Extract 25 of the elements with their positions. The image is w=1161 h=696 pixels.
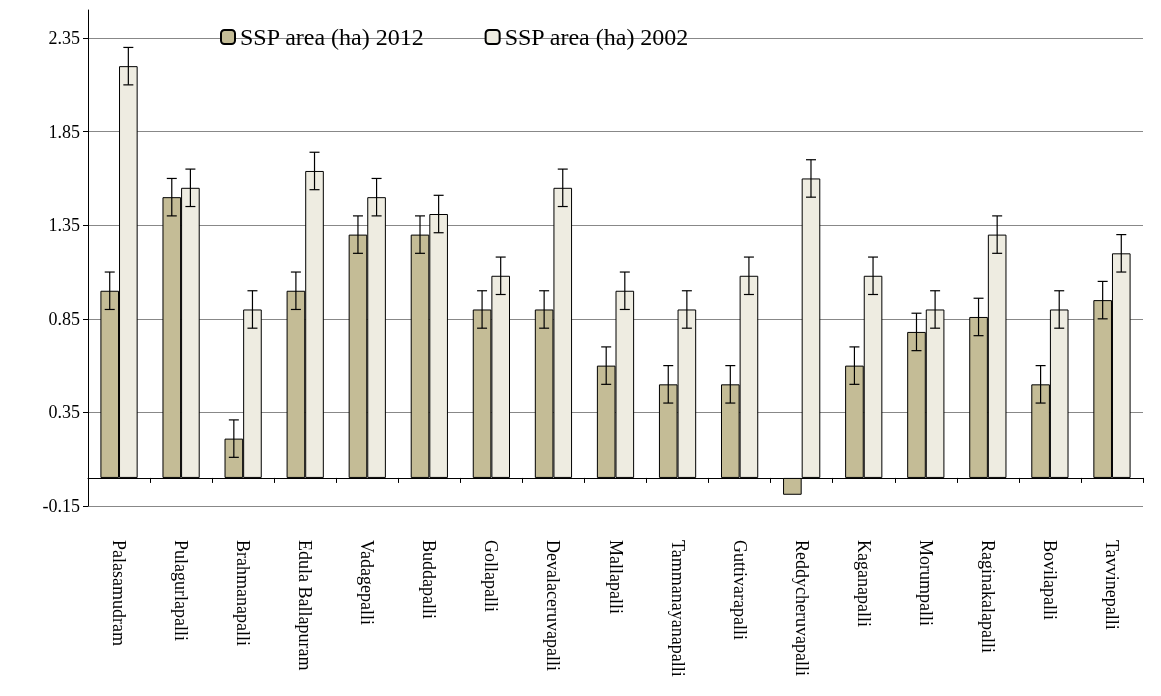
x-tick-label: Mallapalli [605,540,626,614]
y-tick-label: 1.85 [48,121,80,142]
x-tick-label: Bovilapalli [1039,540,1060,620]
y-tick-label: 0.85 [48,308,80,329]
y-tick-label: 0.35 [48,402,80,423]
x-tick-label: Morumpalli [915,540,936,626]
y-tick-label: -0.15 [42,496,80,516]
x-tick-label: Edula Ballapuram [295,540,316,671]
x-tick-label: Kaganapalli [853,540,874,627]
x-tick-label: Reddycheruvapalli [791,540,812,676]
x-tick-label: Gollapalli [481,540,502,612]
x-tick-label: Guttivarapalli [729,540,750,640]
x-tick-label: Brahmanapalli [233,540,254,646]
x-tick-label: Tavvinepalli [1101,540,1122,630]
x-tick-label: Buddapalli [419,540,440,619]
x-tick-label: Palasamudram [109,540,130,646]
x-tick-label: Devalaceruvapalli [543,540,564,671]
legend-label: SSP area (ha) 2012 [240,24,424,50]
y-tick-label: 2.35 [48,28,80,49]
x-tick-label: Vadagepalli [357,540,378,625]
legend-label: SSP area (ha) 2002 [504,24,689,50]
x-tick-label: Raginakalapalli [977,540,998,653]
x-tick-label: Pulagurlapalli [171,540,192,641]
x-tick-label: Tammanayanapalli [667,540,688,677]
y-tick-label: 1.35 [48,215,80,236]
